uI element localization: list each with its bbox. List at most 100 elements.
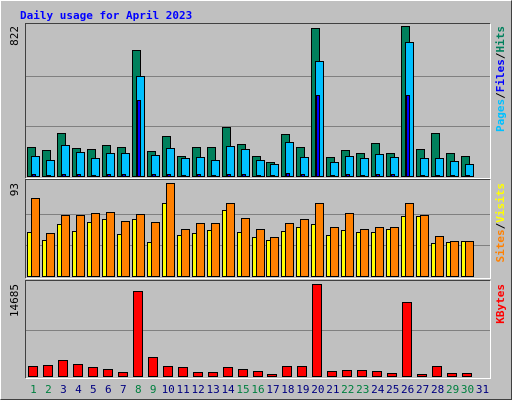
bar xyxy=(297,366,307,377)
bar xyxy=(151,222,160,277)
bar xyxy=(223,367,233,377)
bar xyxy=(227,174,231,177)
bar xyxy=(372,371,382,377)
bar xyxy=(315,203,324,277)
x-tick-label: 19 xyxy=(296,383,309,396)
bar xyxy=(257,175,261,177)
bar xyxy=(92,175,96,177)
bar xyxy=(435,158,444,177)
bar xyxy=(181,158,190,177)
bar xyxy=(286,173,290,177)
bar xyxy=(46,233,55,277)
bar xyxy=(241,218,250,277)
bar xyxy=(420,158,429,177)
bar xyxy=(106,153,115,177)
x-tick-label: 24 xyxy=(371,383,385,396)
bar xyxy=(417,374,427,377)
legend-separator: / xyxy=(494,222,507,229)
bar xyxy=(107,174,111,177)
bar xyxy=(391,174,395,177)
bar xyxy=(88,367,98,377)
x-tick-label: 27 xyxy=(416,383,429,396)
x-tick-label: 15 xyxy=(236,383,249,396)
bar xyxy=(118,372,128,377)
bar xyxy=(242,174,246,177)
x-tick-label: 22 xyxy=(341,383,354,396)
bar xyxy=(163,366,173,377)
bar xyxy=(271,175,275,177)
bar xyxy=(46,160,55,177)
x-tick-label: 29 xyxy=(446,383,459,396)
bar xyxy=(361,175,365,177)
bar xyxy=(267,374,277,377)
bar xyxy=(375,154,384,177)
bar xyxy=(390,157,399,177)
bar xyxy=(316,95,320,177)
bar xyxy=(136,214,145,277)
x-tick-label: 7 xyxy=(120,383,127,396)
bar xyxy=(196,223,205,277)
bar xyxy=(212,175,216,177)
x-tick-label: 25 xyxy=(386,383,399,396)
plot-border xyxy=(25,280,491,379)
x-tick-label: 4 xyxy=(75,383,82,396)
bar xyxy=(76,152,85,177)
bar xyxy=(58,360,68,377)
plot-border xyxy=(25,179,491,279)
x-tick-label: 17 xyxy=(266,383,279,396)
bar xyxy=(387,373,397,377)
legend-entry: Visits xyxy=(494,183,507,223)
plot-border xyxy=(25,280,491,379)
bar xyxy=(122,174,126,177)
bar xyxy=(345,156,354,177)
bar xyxy=(256,160,265,177)
bar xyxy=(435,236,444,277)
bar xyxy=(447,373,457,377)
plot-border xyxy=(25,23,491,179)
bar xyxy=(182,175,186,177)
bar xyxy=(462,373,472,377)
bar xyxy=(211,160,220,177)
bar xyxy=(166,183,175,277)
x-tick-label: 14 xyxy=(221,383,235,396)
bar xyxy=(76,215,85,277)
bar xyxy=(121,153,130,177)
bar xyxy=(47,175,51,177)
x-tick-label: 11 xyxy=(177,383,190,396)
bar xyxy=(77,174,81,177)
bar xyxy=(43,365,53,377)
bar xyxy=(402,302,412,377)
x-tick-label: 9 xyxy=(150,383,157,396)
bar xyxy=(253,371,263,377)
bar xyxy=(285,223,294,277)
bar xyxy=(432,366,442,377)
bar xyxy=(342,370,352,377)
bar xyxy=(73,364,83,377)
x-tick-label: 26 xyxy=(401,383,414,396)
bar xyxy=(106,212,115,277)
y-tick-label: 822 xyxy=(8,26,21,46)
legend: Sites/Visits xyxy=(494,183,507,263)
bar xyxy=(301,174,305,177)
bar xyxy=(241,149,250,177)
bar xyxy=(193,372,203,377)
bar xyxy=(285,142,294,177)
x-tick-label: 12 xyxy=(192,383,205,396)
bar xyxy=(151,155,160,177)
legend-separator: / xyxy=(494,92,507,99)
bar xyxy=(238,369,248,377)
bar xyxy=(357,370,367,377)
x-tick-label: 3 xyxy=(60,383,67,396)
x-tick-label: 20 xyxy=(311,383,324,396)
bar xyxy=(330,227,339,277)
bar xyxy=(166,148,175,177)
bar xyxy=(466,175,470,177)
bar xyxy=(196,157,205,177)
bar xyxy=(346,174,350,177)
bar xyxy=(152,174,156,177)
legend: KBytes xyxy=(494,284,507,324)
bar xyxy=(465,241,474,277)
bar xyxy=(31,198,40,277)
